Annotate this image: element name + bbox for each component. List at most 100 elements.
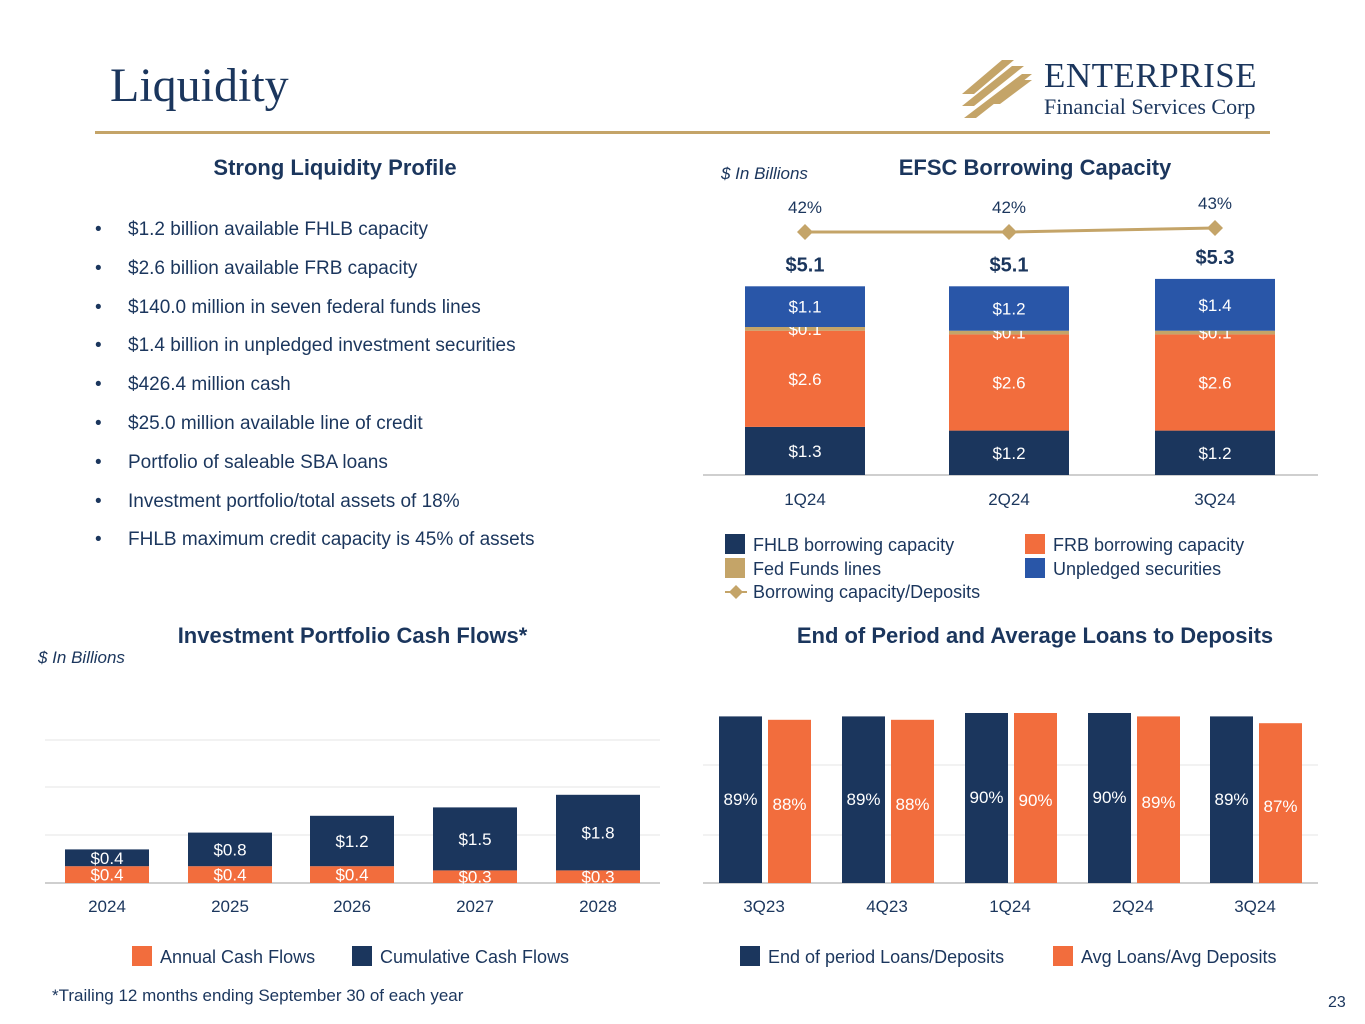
bullet-dot-icon: • bbox=[95, 374, 102, 396]
bullet-dot-icon: • bbox=[95, 412, 102, 434]
bar bbox=[1014, 713, 1057, 883]
category-label: 2Q24 bbox=[988, 490, 1030, 509]
liquidity-bullet: • $1.2 billion available FHLB capacity bbox=[95, 214, 535, 253]
total-label: $5.1 bbox=[786, 254, 825, 276]
legend-fhlb: FHLB borrowing capacity bbox=[725, 534, 954, 556]
bar-segment bbox=[433, 870, 517, 883]
data-label: $1.4 bbox=[1198, 296, 1231, 315]
bar-segment bbox=[949, 330, 1069, 335]
category-label: 2026 bbox=[333, 897, 371, 916]
bar-segment bbox=[556, 870, 640, 883]
liquidity-bullet: • $2.6 billion available FRB capacity bbox=[95, 253, 535, 292]
data-label: $0.8 bbox=[213, 840, 246, 859]
bar-segment bbox=[556, 794, 640, 871]
liquidity-bullet: • $426.4 million cash bbox=[95, 369, 535, 408]
bar bbox=[891, 719, 934, 883]
legend-end-of-period: End of period Loans/Deposits bbox=[740, 946, 1004, 968]
legend-label: FHLB borrowing capacity bbox=[753, 535, 955, 555]
legend-label: Annual Cash Flows bbox=[160, 947, 316, 967]
ratio-label: 42% bbox=[788, 198, 822, 217]
legend-label: End of period Loans/Deposits bbox=[768, 947, 1005, 967]
legend-label: Avg Loans/Avg Deposits bbox=[1081, 947, 1277, 967]
legend-label: FRB borrowing capacity bbox=[1053, 535, 1245, 555]
bullet-dot-icon: • bbox=[95, 490, 102, 512]
data-label: 89% bbox=[723, 790, 757, 809]
data-label: $1.2 bbox=[1198, 444, 1231, 463]
bar-segment bbox=[745, 286, 865, 327]
data-label: $1.3 bbox=[788, 442, 821, 461]
bar-segment bbox=[745, 426, 865, 475]
bullet-text: $2.6 billion available FRB capacity bbox=[128, 257, 418, 279]
legend-swatch bbox=[132, 946, 152, 966]
bar bbox=[768, 719, 811, 883]
borrowing-chart-title: EFSC Borrowing Capacity bbox=[898, 155, 1172, 180]
bar-segment bbox=[949, 286, 1069, 331]
loans-to-deposits-chart: 89% 88% 3Q23 89% 88% 4Q23 90% 90% 1Q24 90% 89% 2Q24… bbox=[703, 713, 1318, 916]
total-label: $5.1 bbox=[990, 254, 1029, 276]
bar-segment bbox=[949, 334, 1069, 431]
ratio-label: 42% bbox=[992, 198, 1026, 217]
bullet-dot-icon: • bbox=[95, 451, 102, 473]
data-label: $1.2 bbox=[992, 300, 1025, 319]
data-label: $2.6 bbox=[1198, 374, 1231, 393]
legend-swatch bbox=[1053, 946, 1073, 966]
bullet-dot-icon: • bbox=[95, 257, 102, 279]
bar-segment bbox=[188, 832, 272, 867]
legend-unpledged: Unpledged securities bbox=[1025, 558, 1221, 580]
bar-segment bbox=[949, 430, 1069, 475]
bar-segment bbox=[65, 866, 149, 883]
data-label: $2.6 bbox=[992, 374, 1025, 393]
data-label: 90% bbox=[1018, 791, 1052, 810]
data-label: $1.2 bbox=[992, 444, 1025, 463]
ratio-marker bbox=[1001, 224, 1017, 240]
legend-swatch bbox=[1025, 558, 1045, 578]
data-label: $0.4 bbox=[90, 849, 123, 868]
ratio-marker bbox=[1207, 220, 1223, 236]
data-label: 90% bbox=[969, 788, 1003, 807]
legend-frb: FRB borrowing capacity bbox=[1025, 534, 1244, 556]
category-label: 3Q24 bbox=[1234, 897, 1276, 916]
cash-flows-chart: $0.4$0.42024$0.4$0.82025$0.4$1.22026$0.3… bbox=[45, 739, 660, 916]
bullet-dot-icon: • bbox=[95, 335, 102, 357]
category-label: 4Q23 bbox=[866, 897, 908, 916]
borrowing-capacity-chart: $1.3$2.6$0.1$1.1$5.11Q24$1.2$2.6$0.1$1.2… bbox=[703, 194, 1318, 509]
legend-swatch bbox=[725, 558, 745, 578]
bullet-text: FHLB maximum credit capacity is 45% of a… bbox=[128, 529, 535, 551]
logo-subtitle: Financial Services Corp bbox=[1044, 94, 1256, 119]
cashflows-chart-title: Investment Portfolio Cash Flows* bbox=[177, 623, 528, 648]
category-label: 2025 bbox=[211, 897, 249, 916]
bullet-text: $25.0 million available line of credit bbox=[128, 412, 423, 434]
bar-segment bbox=[1155, 430, 1275, 475]
bullet-text: $1.4 billion in unpledged investment sec… bbox=[128, 335, 516, 357]
data-label: $1.2 bbox=[335, 832, 368, 851]
data-label: $0.4 bbox=[335, 866, 368, 885]
bar-segment bbox=[310, 815, 394, 867]
data-label: 90% bbox=[1092, 788, 1126, 807]
bullet-dot-icon: • bbox=[95, 219, 102, 240]
data-label: $0.3 bbox=[581, 868, 614, 887]
bar bbox=[842, 716, 885, 883]
bar-segment bbox=[1155, 334, 1275, 431]
liquidity-bullet: • $140.0 million in seven federal funds l… bbox=[95, 292, 535, 331]
liquidity-bullet: • Portfolio of saleable SBA loans bbox=[95, 447, 535, 486]
bar-segment bbox=[745, 327, 865, 331]
liquidity-profile-title: Strong Liquidity Profile bbox=[213, 155, 457, 180]
category-label: 2028 bbox=[579, 897, 617, 916]
diamond-marker-icon bbox=[725, 585, 747, 599]
liquidity-bullet: • $25.0 million available line of credit bbox=[95, 408, 535, 447]
bar bbox=[719, 716, 762, 883]
category-label: 2Q24 bbox=[1112, 897, 1154, 916]
legend-label: Cumulative Cash Flows bbox=[380, 947, 570, 967]
bar bbox=[1210, 716, 1253, 883]
legend-label: Unpledged securities bbox=[1053, 559, 1222, 579]
category-label: 1Q24 bbox=[989, 897, 1031, 916]
data-label: $0.4 bbox=[213, 866, 246, 885]
category-label: 2024 bbox=[88, 897, 126, 916]
bar-segment bbox=[310, 866, 394, 883]
bar-segment bbox=[65, 849, 149, 867]
bar bbox=[1088, 713, 1131, 883]
page-title: Liquidity bbox=[110, 59, 289, 112]
bar-segment bbox=[1155, 278, 1275, 331]
bar bbox=[965, 713, 1008, 883]
bar bbox=[1259, 723, 1302, 883]
